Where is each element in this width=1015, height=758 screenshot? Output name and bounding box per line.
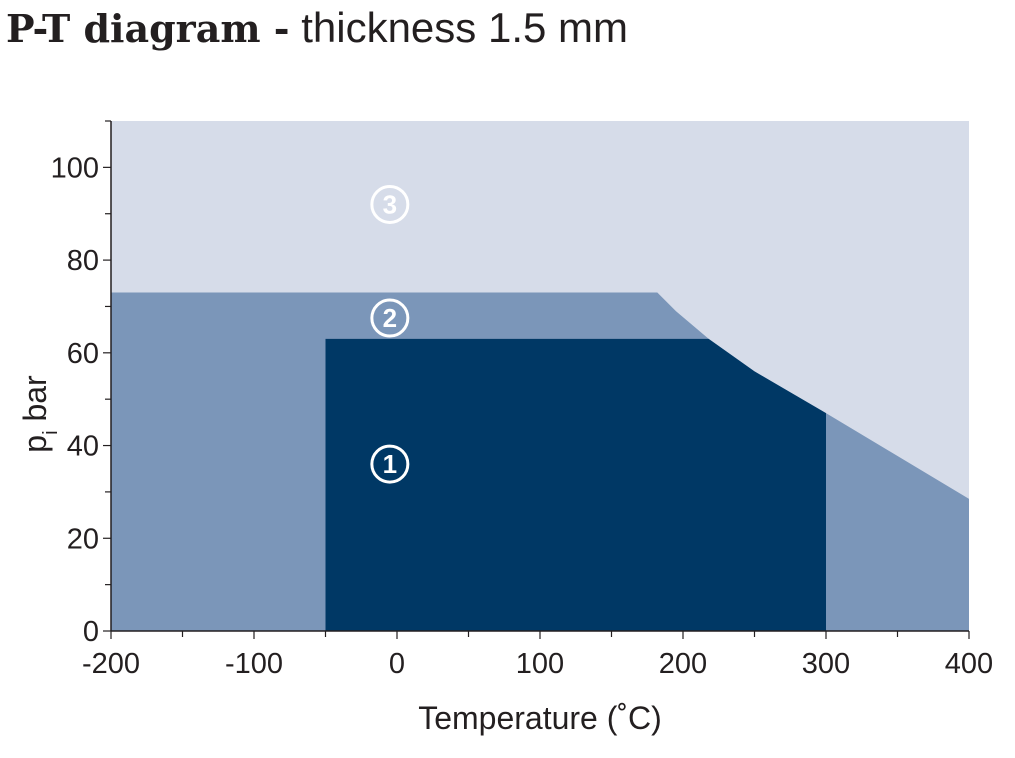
x-axis-label: Temperature (˚C) — [418, 700, 662, 736]
region-zone1 — [325, 338, 826, 631]
x-tick-label: -100 — [225, 648, 283, 680]
zone-marker-1: 1 — [370, 444, 410, 484]
y-tick-label: 0 — [83, 616, 99, 648]
x-tick-label: 300 — [802, 648, 850, 680]
zone-marker-3: 3 — [370, 184, 410, 224]
x-tick-label: 0 — [389, 648, 405, 680]
zone-marker-label: 2 — [383, 303, 397, 333]
x-tick-label: 100 — [516, 648, 564, 680]
chart-title-normal-text: thickness 1.5 mm — [301, 4, 628, 51]
zone-marker-2: 2 — [370, 298, 410, 338]
y-axis-label-symbol: p — [17, 435, 53, 453]
zone-marker-label: 1 — [383, 449, 397, 479]
y-axis-label-unit: bar — [17, 375, 53, 430]
chart-title: P-T diagram - thickness 1.5 mm — [6, 2, 628, 55]
x-tick-label: 200 — [659, 648, 707, 680]
zone-marker-circle — [370, 184, 410, 224]
y-axis-label-subscript: i — [40, 430, 62, 434]
chart-ticks — [103, 120, 970, 639]
y-tick-label: 40 — [67, 431, 99, 463]
chart-zone-markers: 3 2 1 — [370, 184, 410, 484]
chart-title-bold: P-T diagram - — [6, 6, 290, 51]
y-tick-label: 20 — [67, 523, 99, 555]
y-axis-label: pi bar — [17, 375, 62, 453]
y-tick-label: 80 — [67, 245, 99, 277]
chart-labels: -200 -100 0 100 200 300 400 0 20 40 60 80 100 Tempera… — [17, 152, 993, 736]
chart-regions — [111, 121, 969, 631]
chart-title-normal: thickness 1.5 mm — [290, 4, 628, 51]
zone-marker-label: 3 — [383, 189, 397, 219]
x-tick-label: 400 — [945, 648, 993, 680]
x-tick-label: -200 — [82, 648, 140, 680]
y-tick-label: 60 — [67, 338, 99, 370]
y-tick-label: 100 — [51, 152, 99, 184]
zone-marker-circle — [370, 298, 410, 338]
zone-marker-circle — [370, 444, 410, 484]
